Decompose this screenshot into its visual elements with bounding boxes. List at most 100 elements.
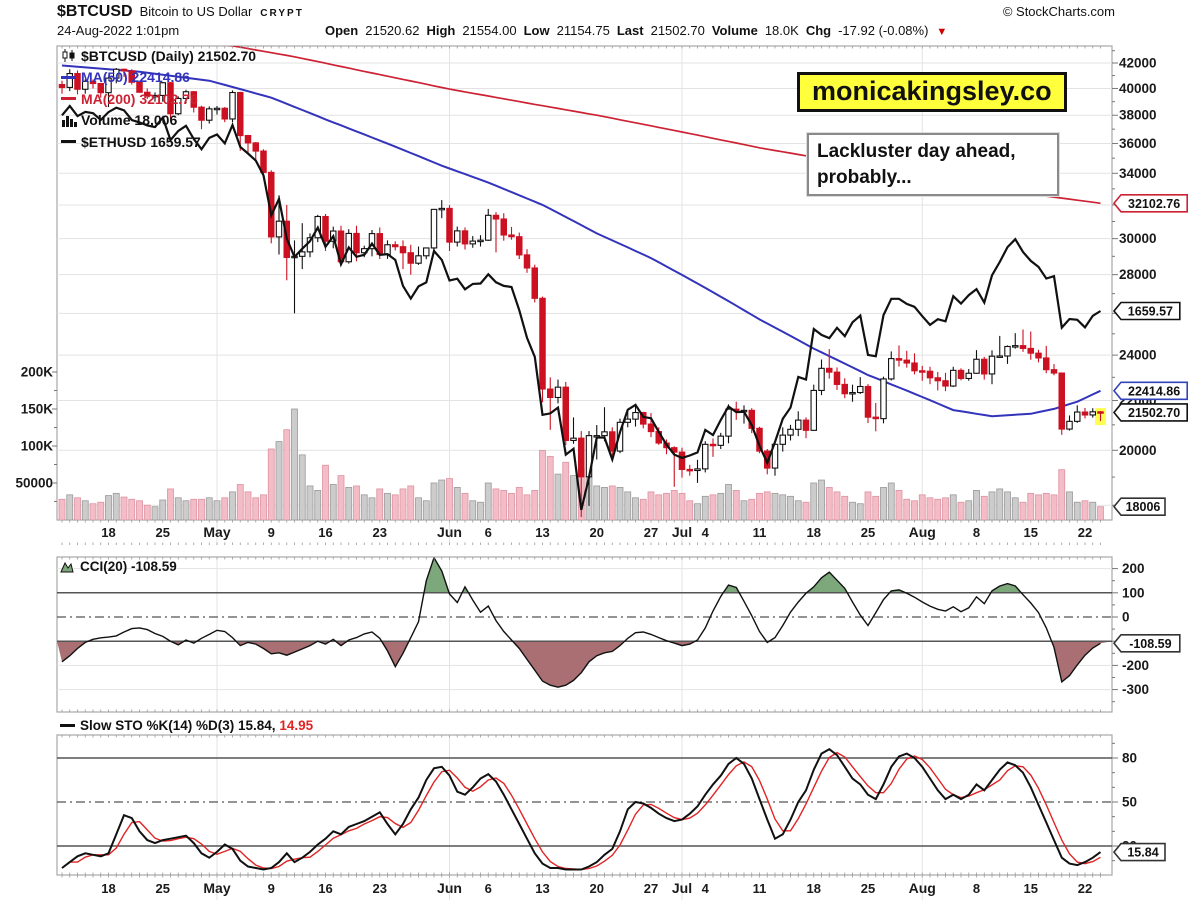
- sto-legend-black: Slow STO %K(14) %D(3) 15.84,: [80, 718, 280, 733]
- volume-label: Volume: [711, 23, 758, 38]
- svg-text:100: 100: [1122, 585, 1145, 600]
- date-axis: 18 18 25 25 May May 9 9 16 16 23 23 Jun Jun 6 6 13 13 20 20…: [61, 46, 1101, 896]
- symbol-name: Bitcoin to US Dollar: [139, 4, 253, 19]
- svg-text:18: 18: [101, 881, 115, 896]
- svg-text:27: 27: [644, 525, 658, 540]
- svg-text:16: 16: [318, 525, 332, 540]
- svg-text:34000: 34000: [1119, 166, 1157, 181]
- eth-line-icon: [61, 140, 81, 144]
- svg-text:May: May: [203, 524, 230, 540]
- svg-text:8: 8: [973, 881, 980, 896]
- svg-text:150K: 150K: [21, 402, 54, 417]
- legend-volume-label: Volume 18,006: [81, 112, 178, 129]
- svg-text:15: 15: [1024, 525, 1038, 540]
- svg-text:15: 15: [1024, 881, 1038, 896]
- svg-text:24000: 24000: [1119, 348, 1157, 363]
- svg-text:-108.59: -108.59: [1129, 637, 1171, 651]
- svg-text:Jun: Jun: [437, 880, 462, 896]
- svg-text:4: 4: [702, 525, 710, 540]
- chg-value: -17.92 (-0.08%): [838, 23, 929, 38]
- cci-area-icon: [60, 561, 80, 573]
- svg-text:80: 80: [1122, 750, 1137, 765]
- svg-text:38000: 38000: [1119, 108, 1157, 123]
- note-line-1: Lackluster day ahead,: [817, 141, 1016, 162]
- candlestick-icon: [61, 48, 81, 63]
- volume-bars-icon: [61, 113, 81, 128]
- annotation-note: Lackluster day ahead, probably...: [807, 133, 1059, 197]
- svg-text:200K: 200K: [21, 365, 54, 380]
- svg-text:50000: 50000: [15, 476, 53, 491]
- open-label: Open: [325, 23, 359, 38]
- svg-text:18: 18: [101, 525, 115, 540]
- svg-text:25: 25: [861, 881, 875, 896]
- svg-text:18: 18: [807, 525, 821, 540]
- svg-text:40000: 40000: [1119, 81, 1157, 96]
- svg-text:32102.76: 32102.76: [1128, 197, 1180, 211]
- svg-text:-200: -200: [1122, 658, 1149, 673]
- svg-text:23: 23: [373, 525, 387, 540]
- high-value: 21554.00: [462, 23, 517, 38]
- symbol: $BTCUSD: [57, 3, 133, 20]
- volume-axis-labels: 200K 150K 100K 50000: [15, 365, 57, 502]
- svg-text:25: 25: [156, 881, 170, 896]
- svg-text:0: 0: [1122, 610, 1130, 625]
- svg-text:Aug: Aug: [909, 880, 936, 896]
- svg-text:42000: 42000: [1119, 56, 1157, 71]
- svg-text:Jul: Jul: [672, 524, 692, 540]
- svg-text:13: 13: [535, 881, 549, 896]
- svg-text:23: 23: [373, 881, 387, 896]
- svg-text:21502.70: 21502.70: [1128, 406, 1180, 420]
- svg-text:20: 20: [590, 525, 604, 540]
- legend-ma50-label: MA(50) 22414.86: [81, 69, 190, 86]
- svg-text:11: 11: [753, 881, 767, 896]
- ma50-line-icon: [61, 75, 81, 79]
- high-label: High: [426, 23, 456, 38]
- svg-text:200: 200: [1122, 561, 1145, 576]
- last-value: 21502.70: [650, 23, 705, 38]
- svg-text:1659.57: 1659.57: [1128, 305, 1173, 319]
- svg-text:6: 6: [485, 525, 492, 540]
- quote-strip: Open 21520.62 High 21554.00 Low 21154.75…: [325, 23, 947, 38]
- svg-text:Jul: Jul: [672, 880, 692, 896]
- svg-text:18006: 18006: [1126, 500, 1161, 514]
- svg-text:9: 9: [268, 881, 275, 896]
- legend-ma200-label: MA(200) 32102.76: [81, 90, 198, 107]
- panel-border: [56, 556, 1113, 713]
- chg-down-icon: ▼: [936, 26, 948, 38]
- eth-line: [61, 104, 1102, 511]
- svg-text:Jun: Jun: [437, 524, 462, 540]
- svg-text:18: 18: [807, 881, 821, 896]
- legend-item-btc: $BTCUSD (Daily) 21502.70: [61, 45, 256, 67]
- svg-text:25: 25: [156, 525, 170, 540]
- legend-btc-label: $BTCUSD (Daily) 21502.70: [81, 47, 257, 64]
- svg-text:100K: 100K: [21, 439, 54, 454]
- price-tags: 32102.76 1659.57 22414.86 21502.70 18006 -108…: [1112, 193, 1188, 862]
- watermark-text: monicakingsley.co: [812, 76, 1052, 106]
- svg-text:22414.86: 22414.86: [1128, 384, 1180, 398]
- sto-line-icon: [60, 724, 80, 727]
- svg-text:13: 13: [535, 525, 549, 540]
- svg-text:15.84: 15.84: [1127, 846, 1158, 860]
- watermark-box: monicakingsley.co: [797, 72, 1067, 112]
- sto-legend-red: 14.95: [279, 718, 314, 733]
- svg-text:20000: 20000: [1119, 443, 1157, 458]
- header-row-1: $BTCUSD Bitcoin to US Dollar CRYPT © Sto…: [57, 3, 1115, 21]
- legend-item-volume: Volume 18,006: [61, 110, 256, 132]
- svg-text:25: 25: [861, 525, 875, 540]
- svg-text:16: 16: [318, 881, 332, 896]
- low-value: 21154.75: [556, 23, 610, 38]
- svg-text:50: 50: [1122, 795, 1137, 810]
- copyright: © StockCharts.com: [1002, 4, 1115, 19]
- sto-panel-content: 805020: [57, 742, 1137, 871]
- svg-text:22: 22: [1078, 881, 1092, 896]
- price-axis-labels: 4200040000380003600034000320003000028000…: [1112, 50, 1157, 513]
- chart-datetime: 24-Aug-2022 1:01pm: [57, 23, 180, 38]
- svg-text:4: 4: [702, 881, 710, 896]
- volume-value: 18.0K: [764, 23, 799, 38]
- open-value: 21520.62: [365, 23, 420, 38]
- cci-legend: CCI(20) -108.59: [60, 559, 177, 574]
- chg-label: Chg: [805, 23, 832, 38]
- svg-text:36000: 36000: [1119, 136, 1157, 151]
